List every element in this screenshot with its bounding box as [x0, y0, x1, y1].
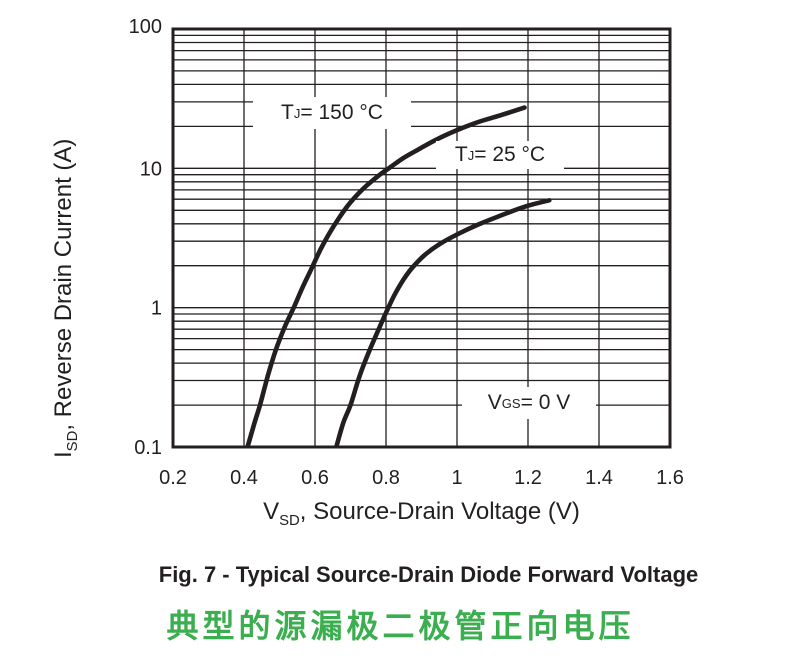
- diode-forward-voltage-chart: 0.1 1 10 100 0.2 0.4 0.6 0.8 1 1.2 1.4 1.6: [129, 16, 684, 489]
- x-tick-label: 1: [451, 467, 462, 489]
- annotation-symbol: T: [454, 143, 468, 166]
- annotation-subscript: J: [293, 105, 301, 121]
- annotation-text: = 25 °C: [474, 143, 546, 166]
- y-tick-label: 1: [151, 298, 162, 320]
- curve-tj-150c: [245, 105, 527, 448]
- x-tick-label: 0.8: [372, 467, 400, 489]
- y-tick-label: 10: [140, 158, 162, 180]
- curve-tj-25c: [334, 198, 552, 448]
- x-tick-label: 1.6: [656, 467, 684, 489]
- figure-caption-chinese: 典型的源漏极二极管正向电压: [166, 608, 635, 644]
- x-tick-label: 1.2: [514, 467, 542, 489]
- x-axis-title: VSD, Source-Drain Voltage (V): [173, 498, 670, 529]
- annotation-symbol: V: [487, 391, 502, 414]
- y-axis-title-symbol: I: [50, 451, 77, 458]
- x-tick-label: 1.4: [585, 467, 613, 489]
- y-tick-label: 100: [129, 16, 162, 38]
- plot-border: [171, 27, 672, 449]
- annotation-subscript: J: [467, 147, 475, 163]
- x-tick-label: 0.4: [230, 467, 258, 489]
- y-tick-label: 0.1: [134, 437, 162, 459]
- x-axis-title-symbol: V: [263, 498, 280, 525]
- y-axis-title-subscript: SD: [64, 430, 81, 452]
- annotation-text: = 0 V: [520, 391, 571, 414]
- figure-caption: Fig. 7 - Typical Source-Drain Diode Forw…: [158, 562, 699, 587]
- annotation-text: = 150 °C: [300, 101, 383, 124]
- annotation-vgs-0: V GS = 0 V: [462, 387, 596, 419]
- x-tick-label: 0.6: [301, 467, 329, 489]
- x-axis-title-text: , Source-Drain Voltage (V): [299, 498, 580, 525]
- annotation-subscript: GS: [501, 395, 521, 411]
- x-axis-title-subscript: SD: [279, 512, 300, 529]
- x-tick-label: 0.2: [159, 467, 187, 489]
- y-axis-title: ISD, Reverse Drain Current (A): [50, 139, 81, 458]
- y-axis-title-text: , Reverse Drain Current (A): [50, 138, 77, 431]
- annotation-symbol: T: [281, 101, 294, 124]
